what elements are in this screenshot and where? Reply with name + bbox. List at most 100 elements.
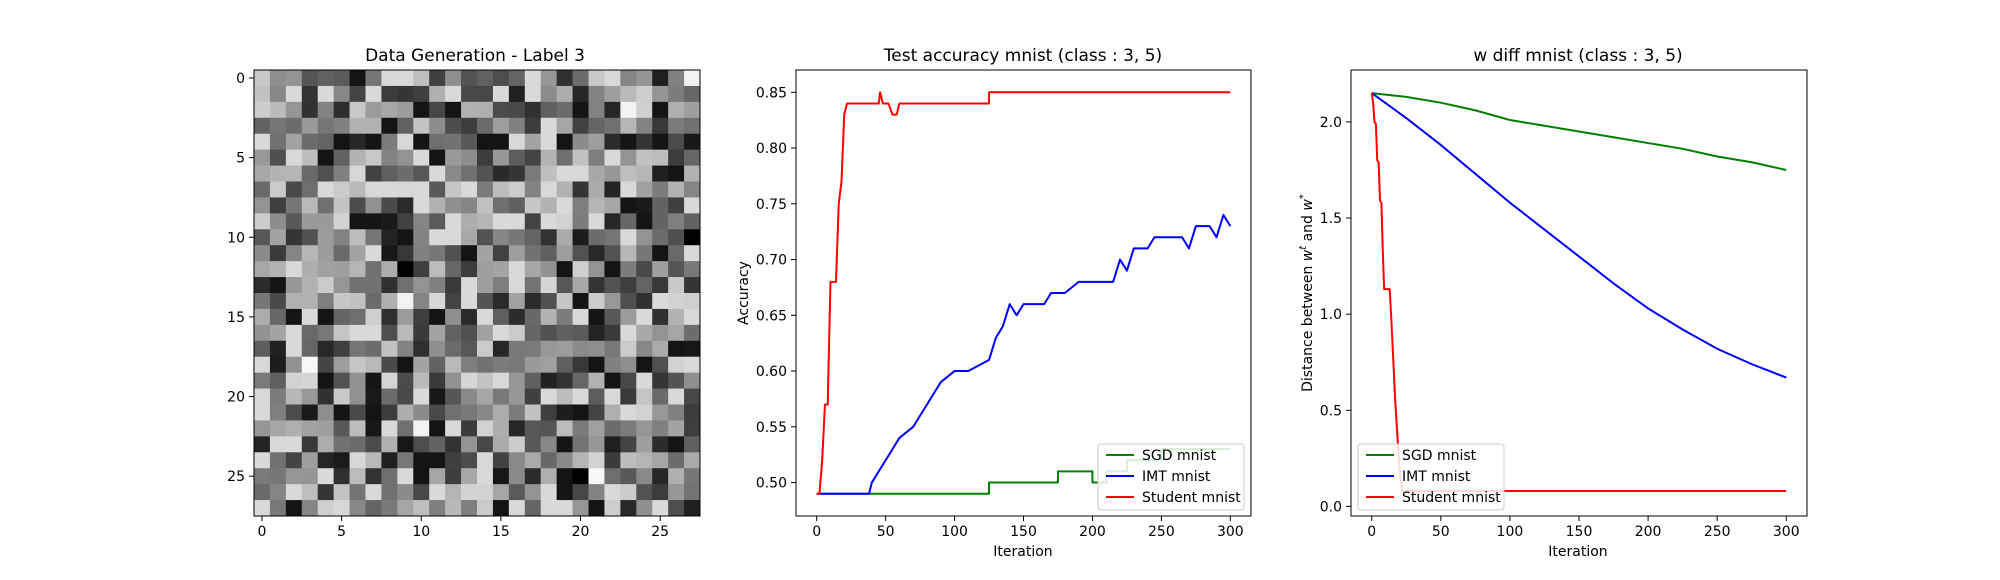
heatmap-cell: [684, 293, 701, 310]
heatmap-cell: [524, 404, 542, 421]
heatmap-cell: [301, 324, 319, 342]
heatmap-cell: [333, 229, 350, 246]
heatmap-cell: [445, 468, 462, 485]
heatmap-cell: [620, 452, 637, 469]
heatmap-cell: [652, 420, 669, 437]
heatmap-cell: [381, 308, 398, 326]
heatmap-cell: [556, 117, 573, 135]
heatmap-cell: [269, 85, 287, 103]
heatmap-cell: [684, 404, 701, 421]
heatmap-cell: [285, 117, 303, 135]
heatmap-cell: [365, 197, 382, 214]
heatmap-cell: [620, 484, 637, 501]
heatmap-cell: [381, 245, 398, 262]
heatmap-cell: [524, 70, 542, 87]
heatmap-cell: [285, 261, 303, 278]
heatmap-cell: [556, 308, 573, 326]
wdiff-x-tick-label: 50: [1432, 524, 1450, 540]
heatmap-cell: [461, 388, 478, 405]
heatmap-cell: [254, 133, 271, 151]
wdiff-y-tick-label: 0.0: [1320, 499, 1342, 515]
heatmap-cell: [381, 484, 398, 501]
heatmap-cell: [349, 149, 366, 166]
heatmap-y-tick-label: 5: [236, 151, 245, 167]
heatmap-cell: [285, 133, 303, 151]
heatmap-cell: [588, 324, 605, 342]
heatmap-cell: [349, 70, 366, 87]
heatmap-cell: [556, 277, 573, 294]
accuracy-x-tick-label: 0: [812, 524, 821, 540]
heatmap-cell: [684, 213, 701, 230]
heatmap-cell: [269, 308, 287, 326]
heatmap-cell: [254, 165, 271, 182]
heatmap-cell: [381, 133, 398, 151]
heatmap-cell: [556, 340, 573, 358]
heatmap-cell: [349, 181, 366, 198]
heatmap-cell: [556, 70, 573, 87]
accuracy-legend: SGD mnist IMT mnist Student mnist: [1097, 443, 1245, 511]
heatmap-cell: [349, 420, 366, 437]
heatmap-cell: [397, 308, 414, 326]
heatmap-cell: [620, 388, 637, 405]
heatmap-cell: [269, 468, 287, 485]
heatmap-cell: [572, 85, 589, 103]
heatmap-cell: [254, 85, 271, 103]
heatmap-cell: [269, 165, 287, 182]
heatmap-cell: [397, 468, 414, 485]
heatmap-cell: [445, 245, 462, 262]
heatmap-cell: [620, 229, 637, 246]
heatmap-cell: [588, 372, 605, 389]
heatmap-cell: [285, 420, 303, 437]
heatmap-cell: [381, 324, 398, 342]
heatmap-cell: [636, 133, 653, 151]
heatmap-cell: [381, 293, 398, 310]
heatmap-cell: [668, 388, 685, 405]
accuracy-legend-label-sgd: SGD mnist: [1142, 448, 1217, 464]
heatmap-cell: [317, 149, 335, 166]
heatmap-cell: [365, 213, 382, 230]
heatmap-cell: [285, 308, 303, 326]
heatmap-cell: [333, 133, 350, 151]
heatmap-cell: [604, 277, 621, 294]
heatmap-cell: [636, 436, 653, 453]
heatmap-cell: [604, 197, 621, 214]
heatmap-cell: [652, 484, 669, 501]
heatmap-cell: [317, 452, 335, 469]
heatmap-cell: [269, 70, 287, 87]
heatmap-cell: [492, 468, 510, 485]
heatmap-cell: [477, 436, 494, 453]
heatmap-cell: [301, 261, 319, 278]
heatmap-cell: [572, 70, 589, 87]
heatmap-cell: [445, 452, 462, 469]
heatmap-cell: [254, 181, 271, 198]
heatmap-cell: [556, 165, 573, 182]
heatmap-cell: [540, 420, 558, 437]
accuracy-y-label: Accuracy: [736, 261, 752, 325]
heatmap-cell: [445, 484, 462, 501]
heatmap-cell: [301, 277, 319, 294]
accuracy-x-tick-label: 100: [941, 524, 968, 540]
heatmap-cell: [365, 293, 382, 310]
heatmap-cell: [365, 308, 382, 326]
heatmap-cell: [254, 293, 271, 310]
heatmap-cell: [365, 101, 382, 119]
heatmap-cell: [492, 245, 510, 262]
heatmap-cell: [349, 436, 366, 453]
heatmap-cell: [429, 165, 446, 182]
heatmap-cell: [413, 308, 430, 326]
heatmap-cell: [317, 293, 335, 310]
heatmap-cell: [477, 213, 494, 230]
heatmap-cell: [572, 277, 589, 294]
heatmap-cell: [652, 452, 669, 469]
heatmap-cell: [524, 149, 542, 166]
heatmap-cell: [269, 324, 287, 342]
heatmap-cell: [684, 197, 701, 214]
heatmap-cell: [508, 165, 526, 182]
heatmap-cell: [492, 293, 510, 310]
heatmap-x-tick-label: 0: [258, 524, 267, 540]
heatmap-cell: [269, 117, 287, 135]
heatmap-cell: [461, 468, 478, 485]
heatmap-cell: [556, 468, 573, 485]
heatmap-cell: [684, 261, 701, 278]
